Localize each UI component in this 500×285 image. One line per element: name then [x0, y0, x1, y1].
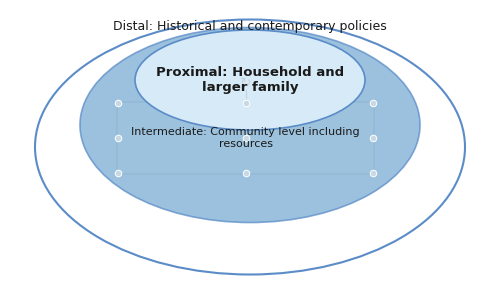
- Point: [242, 171, 250, 175]
- Point: [369, 171, 377, 175]
- FancyBboxPatch shape: [117, 102, 374, 174]
- Point: [114, 171, 122, 175]
- Ellipse shape: [80, 27, 420, 223]
- Point: [242, 101, 250, 105]
- Text: ↻: ↻: [240, 76, 252, 90]
- Point: [369, 101, 377, 105]
- Point: [369, 136, 377, 140]
- Text: Proximal: Household and
larger family: Proximal: Household and larger family: [156, 66, 344, 94]
- Point: [114, 101, 122, 105]
- Text: Intermediate: Community level including
resources: Intermediate: Community level including …: [131, 127, 360, 149]
- Ellipse shape: [35, 19, 465, 274]
- Ellipse shape: [135, 30, 365, 130]
- Point: [114, 136, 122, 140]
- Point: [242, 136, 250, 140]
- Text: Distal: Historical and contemporary policies: Distal: Historical and contemporary poli…: [113, 20, 387, 33]
